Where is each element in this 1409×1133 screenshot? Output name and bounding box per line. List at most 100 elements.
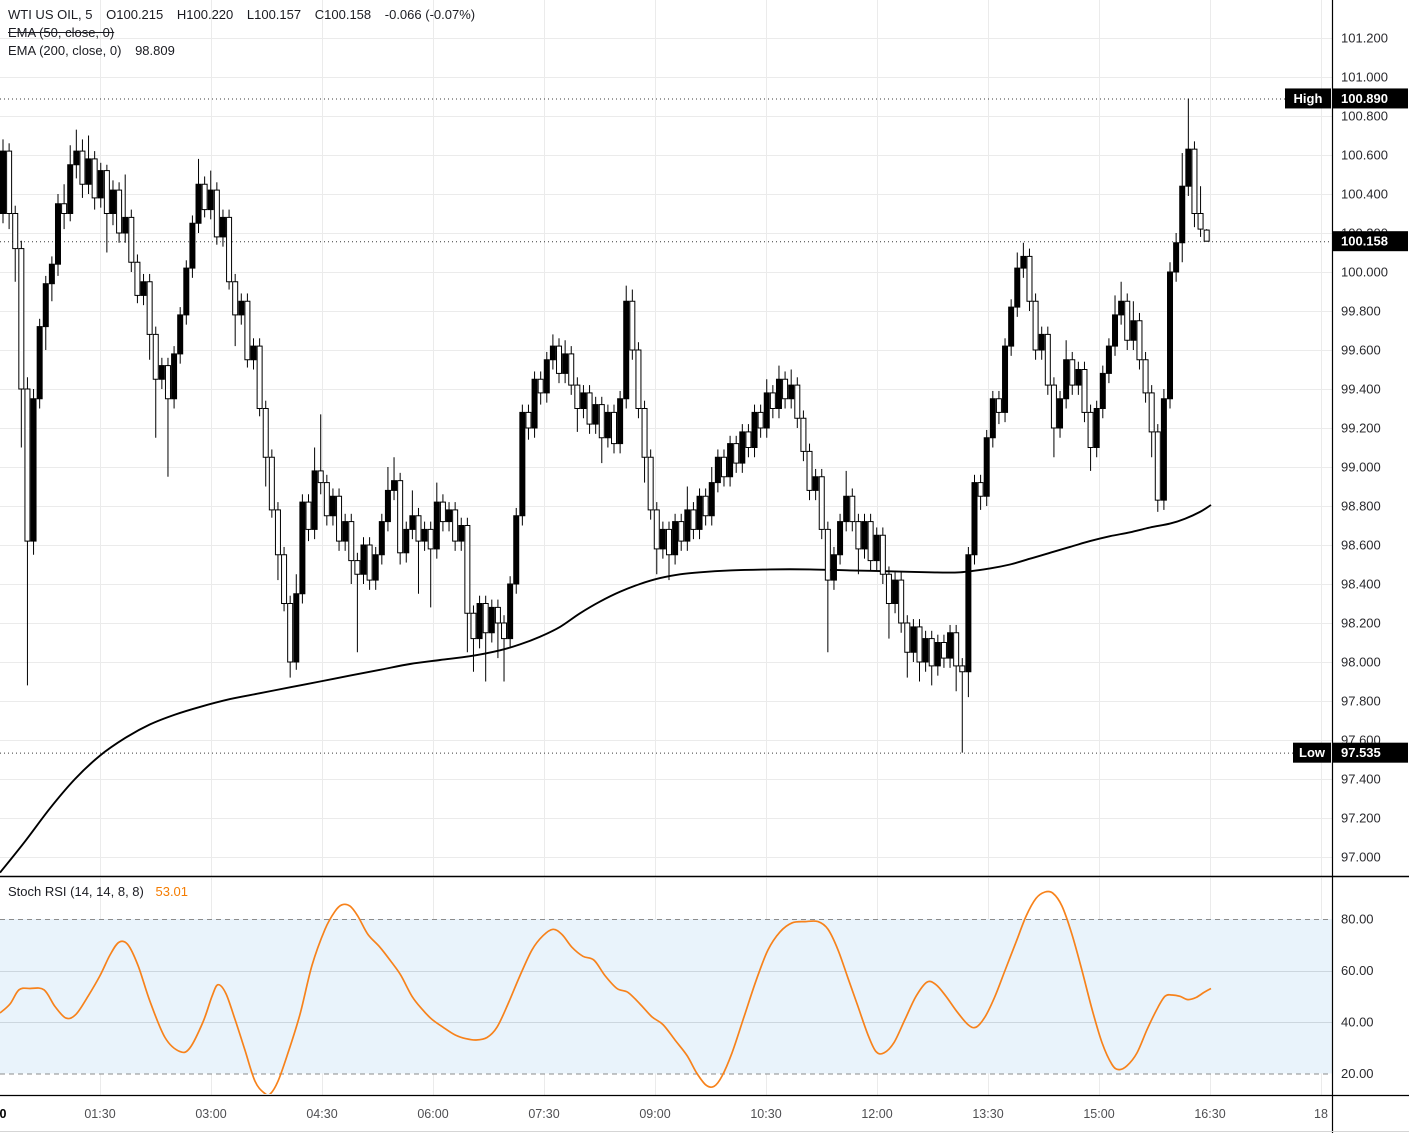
candle <box>861 521 868 550</box>
candle <box>323 482 330 517</box>
candle <box>109 189 116 215</box>
svg-text:20.00: 20.00 <box>1341 1066 1374 1081</box>
candle <box>421 528 428 542</box>
candle <box>739 431 746 464</box>
candle <box>727 443 734 478</box>
candle <box>79 150 86 185</box>
candle <box>751 411 758 448</box>
candle <box>1032 300 1039 351</box>
candle <box>256 345 263 410</box>
ema200-legend-row[interactable]: EMA (200, close, 0) 98.809 <box>8 42 475 60</box>
candle <box>30 398 37 542</box>
stochrsi-legend[interactable]: Stoch RSI (14, 14, 8, 8) 53.01 <box>8 884 188 899</box>
candle <box>201 183 208 211</box>
ohlc-close: C100.158 <box>314 7 372 22</box>
time-axis[interactable]: 0 01:30 03:00 04:30 06:00 07:30 09:00 10:30 12:0… <box>0 1107 1328 1121</box>
chart-legend: WTI US OIL, 5 O100.215 H100.220 L100.157… <box>8 6 475 60</box>
candle <box>293 593 300 663</box>
candle <box>971 482 978 556</box>
candle <box>1044 333 1051 386</box>
ohlc-low: L100.157 <box>246 7 302 22</box>
stochrsi-pane[interactable] <box>0 890 1212 1095</box>
candle <box>580 392 587 409</box>
svg-text:07:30: 07:30 <box>528 1107 559 1121</box>
candle <box>1026 255 1033 302</box>
candle <box>904 622 911 653</box>
candle <box>611 411 617 445</box>
candle <box>983 437 990 497</box>
candle <box>543 359 550 394</box>
ema50-label[interactable]: EMA (50, close, 0) <box>8 25 115 40</box>
ema200-label[interactable]: EMA (200, close, 0) <box>8 43 122 58</box>
candle <box>1136 320 1143 361</box>
ema50-legend-row[interactable]: EMA (50, close, 0) <box>8 24 475 42</box>
candle <box>458 525 465 542</box>
candle <box>415 515 422 542</box>
candle <box>714 456 721 484</box>
candle <box>1167 271 1174 400</box>
candle <box>1112 314 1119 347</box>
candle <box>940 642 947 659</box>
candle <box>1038 333 1045 351</box>
candle <box>1050 384 1057 429</box>
candle <box>464 525 471 614</box>
candle <box>128 216 135 263</box>
candle <box>360 544 367 575</box>
candle <box>366 544 373 581</box>
candle <box>696 495 703 530</box>
svg-text:40.00: 40.00 <box>1341 1015 1374 1030</box>
candle <box>213 189 220 238</box>
candle <box>659 528 666 550</box>
candle <box>6 150 13 215</box>
symbol-row[interactable]: WTI US OIL, 5 O100.215 H100.220 L100.157… <box>8 6 475 24</box>
svg-text:04:30: 04:30 <box>306 1107 337 1121</box>
svg-text:98.000: 98.000 <box>1341 655 1381 670</box>
candle <box>989 398 996 439</box>
change-value: -0.066 (-0.07%) <box>384 7 476 22</box>
candle <box>537 378 544 394</box>
svg-text:100.000: 100.000 <box>1341 265 1388 280</box>
candle <box>311 470 318 530</box>
svg-text:80.00: 80.00 <box>1341 912 1374 927</box>
stochrsi-label[interactable]: Stoch RSI (14, 14, 8, 8) <box>8 884 144 899</box>
candle <box>1008 306 1015 347</box>
candle <box>947 632 954 659</box>
candle <box>800 417 807 452</box>
svg-text:High: High <box>1294 91 1323 106</box>
candle <box>702 495 709 517</box>
candle <box>488 606 495 634</box>
svg-text:100.800: 100.800 <box>1341 109 1388 124</box>
svg-text:13:30: 13:30 <box>972 1107 1003 1121</box>
candle <box>433 501 440 550</box>
candle <box>158 365 165 380</box>
candle <box>1020 255 1027 269</box>
candle <box>164 365 171 400</box>
candles[interactable] <box>0 98 1210 753</box>
candle <box>281 554 288 604</box>
svg-text:101.200: 101.200 <box>1341 31 1388 46</box>
price-axis[interactable]: 101.200101.000100.800100.600100.400100.2… <box>1341 31 1388 1082</box>
candle <box>898 579 905 624</box>
session-low-badge: Low 97.535 <box>1293 742 1408 763</box>
candle <box>287 603 294 663</box>
svg-text:98.600: 98.600 <box>1341 538 1381 553</box>
svg-text:06:00: 06:00 <box>417 1107 448 1121</box>
candle <box>501 622 508 640</box>
svg-text:18: 18 <box>1314 1107 1328 1121</box>
svg-text:98.400: 98.400 <box>1341 577 1381 592</box>
last-price-badge: 100.158 <box>1333 231 1408 252</box>
symbol-title[interactable]: WTI US OIL, 5 <box>8 7 93 22</box>
candle <box>690 509 697 530</box>
candle <box>568 353 575 386</box>
svg-text:100.600: 100.600 <box>1341 148 1388 163</box>
svg-text:15:00: 15:00 <box>1083 1107 1114 1121</box>
svg-text:12:00: 12:00 <box>861 1107 892 1121</box>
candle <box>439 501 446 523</box>
candle <box>1118 300 1125 316</box>
candle <box>146 281 153 335</box>
ema-200-line[interactable] <box>0 504 1212 874</box>
candle <box>140 281 147 296</box>
candle <box>91 158 98 199</box>
candle <box>384 489 391 523</box>
